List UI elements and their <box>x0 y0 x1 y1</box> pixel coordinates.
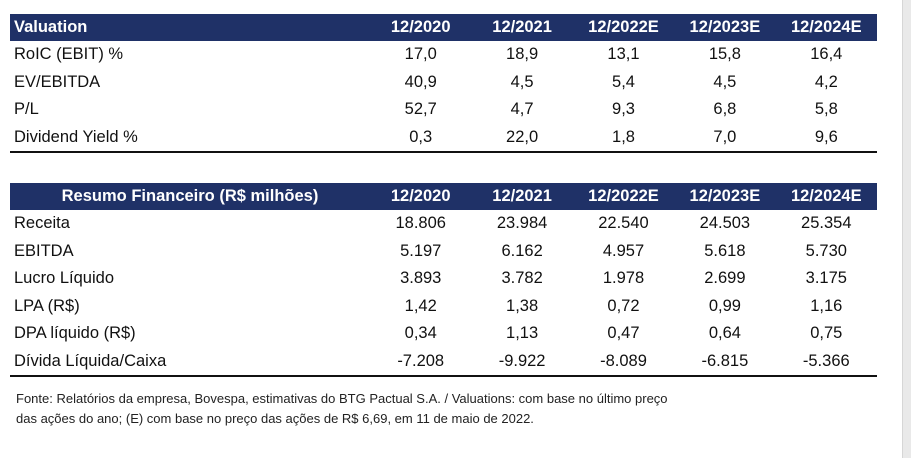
row-label: Dívida Líquida/Caixa <box>10 347 371 377</box>
source-footnote: Fonte: Relatórios da empresa, Bovespa, e… <box>16 389 876 429</box>
table-row: LPA (R$) 1,42 1,38 0,72 0,99 1,16 <box>10 293 877 321</box>
footnote-line: Fonte: Relatórios da empresa, Bovespa, e… <box>16 391 668 406</box>
footnote-line: das ações do ano; (E) com base no preço … <box>16 411 534 426</box>
table-row: P/L 52,7 4,7 9,3 6,8 5,8 <box>10 96 877 124</box>
cell-value: 1,13 <box>506 324 539 343</box>
cell-value: 5,4 <box>612 72 635 91</box>
resumo-title: Resumo Financeiro (R$ milhões) <box>10 183 371 210</box>
cell-value: 6.162 <box>501 241 543 260</box>
cell-value: 13,1 <box>607 45 640 64</box>
row-label: EBITDA <box>14 241 74 260</box>
row-label: P/L <box>14 100 39 119</box>
valuation-year-header: 12/2020 <box>370 14 472 41</box>
resumo-year-header: 12/2024E <box>775 183 877 210</box>
valuation-year-header: 12/2021 <box>471 14 573 41</box>
cell-value: 52,7 <box>404 100 437 119</box>
cell-value: 24.503 <box>699 214 751 233</box>
row-label: Dividend Yield % <box>10 123 371 153</box>
cell-value: 4,5 <box>713 72 737 91</box>
row-label: EV/EBITDA <box>14 72 101 91</box>
cell-value: 5.730 <box>805 241 847 260</box>
cell-value: -8.089 <box>572 347 675 377</box>
cell-value: 18,9 <box>506 45 539 64</box>
resumo-year-header: 12/2022E <box>572 183 675 210</box>
cell-value: -9.922 <box>471 347 573 377</box>
cell-value: 0,72 <box>607 296 640 315</box>
table-row: Dívida Líquida/Caixa -7.208 -9.922 -8.08… <box>10 347 877 377</box>
cell-value: 3.893 <box>400 269 442 288</box>
row-label: Lucro Líquido <box>14 269 114 288</box>
cell-value: 4,7 <box>510 100 534 119</box>
cell-value: 0,34 <box>404 324 437 343</box>
valuation-year-header: 12/2024E <box>775 14 877 41</box>
table-row: DPA líquido (R$) 0,34 1,13 0,47 0,64 0,7… <box>10 320 877 348</box>
cell-value: -6.815 <box>674 347 776 377</box>
resumo-header-row: Resumo Financeiro (R$ milhões) 12/2020 1… <box>10 183 877 210</box>
cell-value: 0,3 <box>370 123 472 153</box>
row-label: LPA (R$) <box>14 296 80 315</box>
resumo-year-header: 12/2020 <box>370 183 472 210</box>
resumo-year-header: 12/2021 <box>471 183 573 210</box>
table-row: Receita 18.806 23.984 22.540 24.503 25.3… <box>10 210 877 238</box>
table-row: EBITDA 5.197 6.162 4.957 5.618 5.730 <box>10 238 877 266</box>
cell-value: 1,8 <box>572 123 675 153</box>
valuation-title: Valuation <box>10 14 371 41</box>
cell-value: 17,0 <box>404 45 437 64</box>
row-label: RoIC (EBIT) % <box>14 45 124 64</box>
cell-value: 0,75 <box>810 324 843 343</box>
cell-value: 0,47 <box>607 324 640 343</box>
cell-value: 15,8 <box>708 45 741 64</box>
cell-value: 4,5 <box>510 72 534 91</box>
cell-value: 5,8 <box>814 100 838 119</box>
valuation-year-header: 12/2023E <box>674 14 776 41</box>
table-row: Dividend Yield % 0,3 22,0 1,8 7,0 9,6 <box>10 123 877 153</box>
cell-value: 1,16 <box>810 296 843 315</box>
cell-value: 5.197 <box>400 241 442 260</box>
cell-value: -5.366 <box>775 347 877 377</box>
cell-value: 4,2 <box>814 72 838 91</box>
cell-value: 7,0 <box>674 123 776 153</box>
table-row: RoIC (EBIT) % 17,0 18,9 13,1 15,8 16,4 <box>10 41 877 69</box>
cell-value: 9,6 <box>775 123 877 153</box>
cell-value: 16,4 <box>810 45 843 64</box>
cell-value: 3.782 <box>501 269 543 288</box>
cell-value: 4.957 <box>602 241 645 260</box>
table-row: EV/EBITDA 40,9 4,5 5,4 4,5 4,2 <box>10 69 877 97</box>
cell-value: -7.208 <box>370 347 472 377</box>
cell-value: 0,99 <box>708 296 741 315</box>
cell-value: 40,9 <box>404 72 437 91</box>
table-row: Lucro Líquido 3.893 3.782 1.978 2.699 3.… <box>10 265 877 293</box>
cell-value: 6,8 <box>713 100 737 119</box>
cell-value: 22,0 <box>471 123 573 153</box>
resumo-financeiro-table: Resumo Financeiro (R$ milhões) 12/2020 1… <box>10 183 877 377</box>
resumo-year-header: 12/2023E <box>674 183 776 210</box>
row-label: DPA líquido (R$) <box>14 324 136 343</box>
row-label: Receita <box>14 214 70 233</box>
cell-value: 22.540 <box>598 214 649 233</box>
cell-value: 0,64 <box>708 324 741 343</box>
cell-value: 1,42 <box>404 296 437 315</box>
cell-value: 1.978 <box>602 269 645 288</box>
cell-value: 18.806 <box>395 214 446 233</box>
cell-value: 23.984 <box>496 214 548 233</box>
cell-value: 2.699 <box>704 269 746 288</box>
cell-value: 3.175 <box>805 269 847 288</box>
cell-value: 9,3 <box>612 100 635 119</box>
valuation-table: Valuation 12/2020 12/2021 12/2022E 12/20… <box>10 14 877 153</box>
cell-value: 1,38 <box>506 296 539 315</box>
valuation-header-row: Valuation 12/2020 12/2021 12/2022E 12/20… <box>10 14 877 41</box>
cell-value: 25.354 <box>801 214 852 233</box>
cell-value: 5.618 <box>704 241 746 260</box>
window-edge <box>902 0 911 458</box>
valuation-year-header: 12/2022E <box>572 14 675 41</box>
